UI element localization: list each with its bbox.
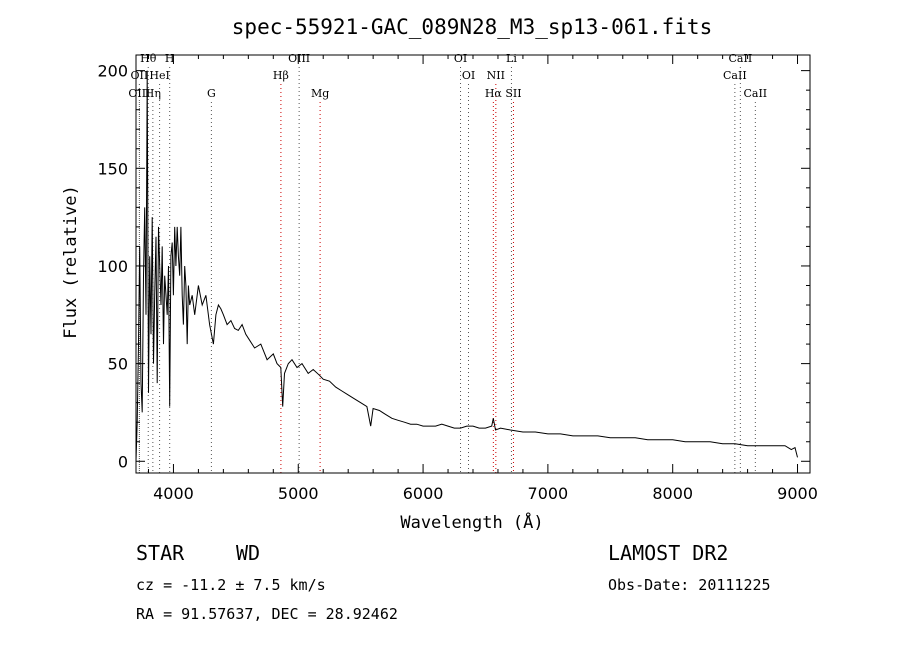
- y-tick-label: 100: [97, 257, 128, 276]
- spectral-line-label: CaII: [729, 52, 753, 65]
- x-tick-label: 5000: [278, 484, 319, 503]
- redshift-value: cz = -11.2 ± 7.5 km/s: [136, 576, 326, 594]
- spectral-line-markers: [138, 67, 756, 473]
- x-tick-label: 4000: [153, 484, 194, 503]
- x-tick-label: 6000: [403, 484, 444, 503]
- spectral-line-label: OII: [131, 69, 149, 82]
- spectral-line-label: G: [207, 87, 216, 100]
- spectral-line-label: Hα: [485, 87, 503, 100]
- spectral-line-label: CaII: [743, 87, 767, 100]
- spectral-line-label: OIII: [128, 87, 150, 100]
- plot-frame: [135, 54, 811, 474]
- y-tick-label: 200: [97, 62, 128, 81]
- spectral-line-label: SII: [505, 87, 521, 100]
- y-axis-label: Flux (relative): [61, 185, 81, 339]
- spectral-line-label: NII: [487, 69, 505, 82]
- axis-ticks: 4000 5000 6000 7000 8000 9000 0 50 100 150 200: [97, 55, 818, 503]
- spectral-line-label: HeI: [149, 69, 169, 82]
- spectral-line-label: OIII: [288, 52, 310, 65]
- spectral-line-label: Mg: [311, 87, 329, 100]
- x-tick-label: 7000: [528, 484, 569, 503]
- spectral-line-label: OI: [462, 69, 475, 82]
- spectral-line-label: Li: [506, 52, 517, 65]
- chart-title: spec-55921-GAC_089N28_M3_sp13-061.fits: [232, 15, 712, 39]
- x-axis-label: Wavelength (Å): [400, 511, 543, 533]
- spectral-line-label: H: [165, 52, 175, 65]
- spectral-line-label: CaII: [723, 69, 747, 82]
- spectral-line-label: Hβ: [273, 69, 289, 82]
- spectral-line-label: OI: [454, 52, 467, 65]
- object-subclass: WD: [236, 541, 261, 565]
- object-type: STAR: [136, 541, 185, 565]
- coordinates: RA = 91.57637, DEC = 28.92462: [136, 605, 398, 623]
- survey-name: LAMOST DR2: [608, 541, 729, 565]
- observation-date: Obs-Date: 20111225: [608, 576, 771, 594]
- x-tick-label: 9000: [777, 484, 818, 503]
- x-tick-label: 8000: [652, 484, 693, 503]
- spectral-line-label: Hθ: [140, 52, 157, 65]
- y-tick-label: 150: [97, 159, 128, 178]
- spectrum-series-line: [135, 70, 798, 462]
- spectral-line-label: Hη: [145, 87, 161, 100]
- y-tick-label: 50: [108, 355, 128, 374]
- y-tick-label: 0: [118, 452, 128, 471]
